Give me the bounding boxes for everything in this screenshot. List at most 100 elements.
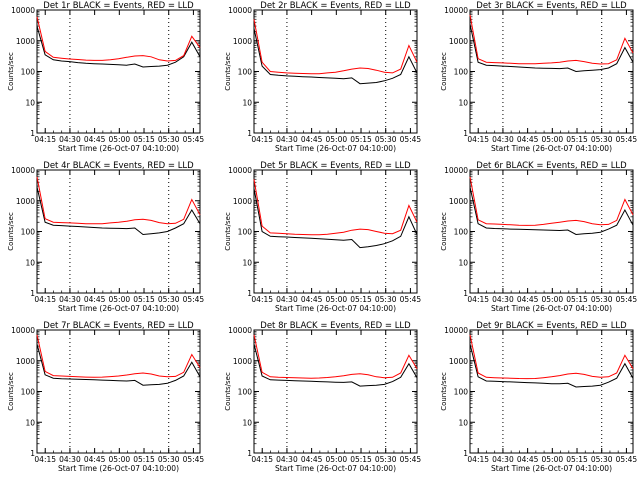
y-tick-label: 10: [25, 418, 35, 427]
y-tick-label: 100: [238, 388, 253, 397]
x-tick-label: 04:15: [251, 455, 273, 464]
events-series-line: [253, 343, 418, 387]
plot-title: Det 6r BLACK = Events, RED = LLD: [476, 161, 627, 171]
y-tick-label: 10: [242, 98, 252, 107]
y-tick-label: 10000: [444, 326, 468, 335]
x-tick-label: 05:45: [183, 455, 205, 464]
x-tick-label: 05:30: [158, 295, 180, 304]
x-tick-label: 05:15: [350, 455, 372, 464]
x-tick-label: 05:45: [616, 295, 638, 304]
y-axis-label: Counts/sec: [440, 212, 448, 251]
x-tick-label: 05:30: [591, 135, 613, 144]
x-axis-label: Start Time (26-Oct-07 04:10:00): [275, 304, 396, 313]
plot-frame: [36, 329, 201, 454]
events-series-line: [36, 343, 201, 386]
x-tick-label: 04:30: [276, 455, 298, 464]
y-axis-label: Counts/sec: [224, 372, 232, 411]
y-tick-label: 100: [238, 228, 253, 237]
plot-frame: [469, 169, 634, 294]
x-tick-label: 04:15: [251, 295, 273, 304]
x-tick-label: 05:00: [109, 135, 131, 144]
lld-series-line: [253, 179, 418, 236]
y-tick-label: 100: [454, 388, 469, 397]
x-tick-label: 04:30: [59, 455, 81, 464]
x-tick-label: 05:00: [326, 135, 348, 144]
y-tick-label: 10000: [444, 166, 468, 175]
y-tick-label: 100: [21, 388, 36, 397]
x-tick-label: 05:45: [616, 135, 638, 144]
y-tick-label: 10000: [228, 326, 252, 335]
events-series-line: [253, 28, 418, 85]
x-tick-label: 05:45: [616, 455, 638, 464]
y-tick-label: 10000: [11, 166, 35, 175]
y-tick-label: 1000: [16, 357, 35, 366]
detector-panel-8: Det 8r BLACK = Events, RED = LLD 1 10 100 10…: [224, 321, 421, 473]
x-tick-label: 05:15: [133, 135, 155, 144]
x-tick-label: 04:30: [492, 135, 514, 144]
x-axis-label: Start Time (26-Oct-07 04:10:00): [491, 144, 612, 153]
plot-frame: [469, 329, 634, 454]
plot-frame: [36, 9, 201, 134]
x-tick-label: 05:15: [566, 295, 588, 304]
x-tick-label: 05:15: [350, 135, 372, 144]
lld-series-line: [253, 19, 418, 75]
y-tick-label: 1: [463, 289, 468, 298]
y-axis-label: Counts/sec: [7, 212, 15, 251]
events-series-line: [36, 186, 201, 236]
x-tick-label: 04:45: [517, 135, 539, 144]
plot-title: Det 5r BLACK = Events, RED = LLD: [260, 161, 411, 171]
detector-panel-4: Det 4r BLACK = Events, RED = LLD 1 10 100 10…: [7, 161, 204, 313]
x-tick-label: 04:45: [517, 295, 539, 304]
x-tick-label: 05:15: [566, 135, 588, 144]
x-tick-label: 04:15: [34, 455, 56, 464]
x-tick-label: 04:45: [301, 455, 323, 464]
x-tick-label: 05:00: [109, 295, 131, 304]
x-tick-label: 04:30: [59, 135, 81, 144]
y-tick-label: 1000: [16, 197, 35, 206]
y-tick-label: 100: [238, 68, 253, 77]
x-tick-label: 05:00: [326, 455, 348, 464]
y-tick-label: 1: [247, 449, 252, 458]
y-tick-label: 10000: [11, 6, 35, 15]
y-tick-label: 1000: [449, 37, 468, 46]
x-tick-label: 05:00: [326, 295, 348, 304]
plot-title: Det 4r BLACK = Events, RED = LLD: [43, 161, 194, 171]
plot-title: Det 3r BLACK = Events, RED = LLD: [476, 1, 627, 11]
x-tick-label: 04:30: [276, 135, 298, 144]
y-tick-label: 100: [454, 68, 469, 77]
y-tick-label: 1: [463, 129, 468, 138]
events-series-line: [469, 23, 634, 73]
x-tick-label: 05:00: [109, 455, 131, 464]
x-tick-label: 04:45: [84, 295, 106, 304]
x-tick-label: 05:15: [350, 295, 372, 304]
y-tick-label: 1000: [449, 197, 468, 206]
x-tick-label: 05:00: [542, 135, 564, 144]
y-axis-label: Counts/sec: [224, 212, 232, 251]
y-tick-label: 1: [463, 449, 468, 458]
plot-title: Det 1r BLACK = Events, RED = LLD: [43, 1, 194, 11]
lld-series-line: [36, 176, 201, 225]
plot-title: Det 9r BLACK = Events, RED = LLD: [476, 321, 627, 331]
x-tick-label: 05:30: [591, 455, 613, 464]
x-tick-label: 05:15: [133, 455, 155, 464]
x-tick-label: 04:45: [301, 135, 323, 144]
x-tick-label: 05:00: [542, 455, 564, 464]
plot-frame: [253, 9, 418, 134]
x-axis-label: Start Time (26-Oct-07 04:10:00): [58, 144, 179, 153]
lld-series-line: [253, 334, 418, 379]
x-tick-label: 05:00: [542, 295, 564, 304]
x-tick-label: 05:45: [183, 295, 205, 304]
x-tick-label: 05:30: [591, 295, 613, 304]
events-series-line: [253, 188, 418, 249]
y-tick-label: 10: [25, 258, 35, 267]
y-axis-label: Counts/sec: [440, 372, 448, 411]
plot-frame: [36, 169, 201, 294]
y-tick-label: 10: [242, 418, 252, 427]
x-axis-label: Start Time (26-Oct-07 04:10:00): [58, 304, 179, 313]
detector-panel-1: Det 1r BLACK = Events, RED = LLD 1 10 100 10…: [7, 1, 204, 153]
events-series-line: [469, 186, 634, 236]
lld-series-line: [469, 334, 634, 380]
x-tick-label: 05:45: [400, 135, 422, 144]
detector-panel-2: Det 2r BLACK = Events, RED = LLD 1 10 100 10…: [224, 1, 421, 153]
lld-series-line: [469, 14, 634, 65]
